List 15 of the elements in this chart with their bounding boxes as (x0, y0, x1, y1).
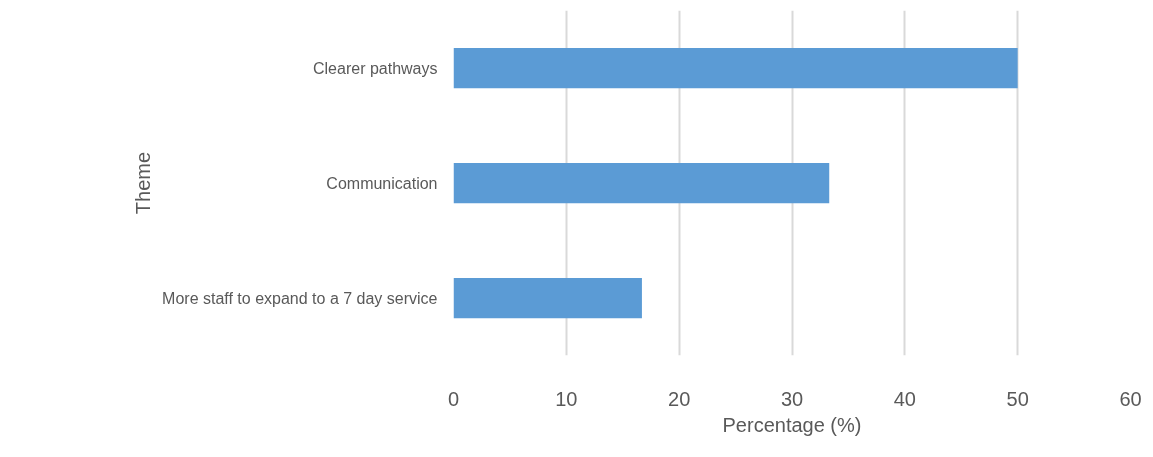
bar (453, 47, 1018, 89)
x-tick-label: 10 (555, 387, 578, 410)
y-axis-title: Theme (132, 151, 155, 215)
bar (453, 162, 830, 204)
x-tick-label: 50 (1006, 387, 1029, 410)
x-tick-label: 60 (1119, 387, 1142, 410)
y-tick-label: Communication (326, 174, 438, 192)
x-tick-label: 30 (780, 387, 804, 410)
x-axis-title: Percentage (%) (722, 413, 862, 436)
y-tick-label: More staff to expand to a 7 day service (162, 289, 438, 307)
x-tick-label: 0 (447, 387, 460, 410)
bar (453, 277, 642, 319)
x-tick-label: 20 (668, 387, 691, 410)
x-tick-label: 40 (893, 387, 916, 410)
y-tick-label: Clearer pathways (313, 59, 438, 77)
